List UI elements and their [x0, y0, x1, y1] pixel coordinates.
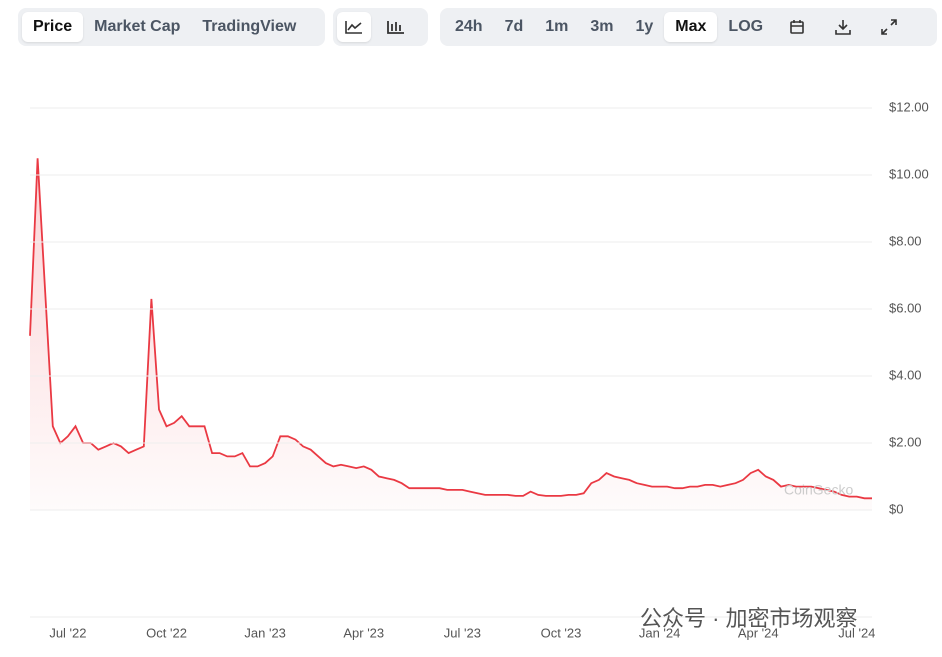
y-tick-label: $2.00 — [889, 434, 922, 449]
y-tick-label: $4.00 — [889, 367, 922, 382]
range-tabs: 24h 7d 1m 3m 1y Max LOG — [440, 8, 937, 46]
x-tick-label: Jan '24 — [639, 625, 681, 640]
y-tick-label: $12.00 — [889, 99, 929, 114]
x-tick-label: Jul '22 — [49, 625, 86, 640]
range[interactable]: 7d — [504, 18, 524, 35]
range[interactable]: 1y — [635, 18, 654, 35]
chart-style — [333, 8, 428, 46]
line-icon[interactable] — [337, 12, 371, 42]
range[interactable]: LOG — [728, 18, 764, 35]
overlay-text: 公众号 · 加密市场观察 — [640, 606, 858, 631]
tab[interactable]: Market Cap — [94, 18, 181, 35]
download-icon[interactable] — [826, 12, 860, 42]
range[interactable]: 24h — [455, 18, 483, 35]
range[interactable]: 1m — [545, 18, 569, 35]
y-tick-label: $10.00 — [889, 166, 929, 181]
view-tabs: Price Market Cap TradingView — [18, 8, 325, 46]
range[interactable]: 3m — [590, 18, 614, 35]
tab[interactable]: TradingView — [202, 18, 297, 35]
x-tick-label: Oct '23 — [541, 625, 582, 640]
watermark: CoinGecko — [784, 482, 853, 498]
y-tick-label: $0 — [889, 501, 903, 516]
line-area — [30, 158, 872, 511]
x-tick-label: Apr '24 — [738, 625, 779, 640]
range[interactable]: Max — [664, 12, 718, 42]
tab[interactable]: Price — [22, 12, 84, 42]
y-tick-label: $8.00 — [889, 233, 922, 248]
line — [29, 158, 872, 500]
x-tick-label: Oct '22 — [146, 625, 187, 640]
expand-icon[interactable] — [872, 12, 906, 42]
calendar-icon[interactable] — [780, 12, 814, 42]
x-tick-label: Jul '24 — [838, 625, 875, 640]
x-tick-label: Apr '23 — [343, 625, 384, 640]
x-tick-label: Jul '23 — [444, 625, 481, 640]
x-tick-label: Jan '23 — [244, 625, 286, 640]
y-tick-label: $6.00 — [889, 300, 922, 315]
candle-icon[interactable] — [379, 12, 413, 42]
